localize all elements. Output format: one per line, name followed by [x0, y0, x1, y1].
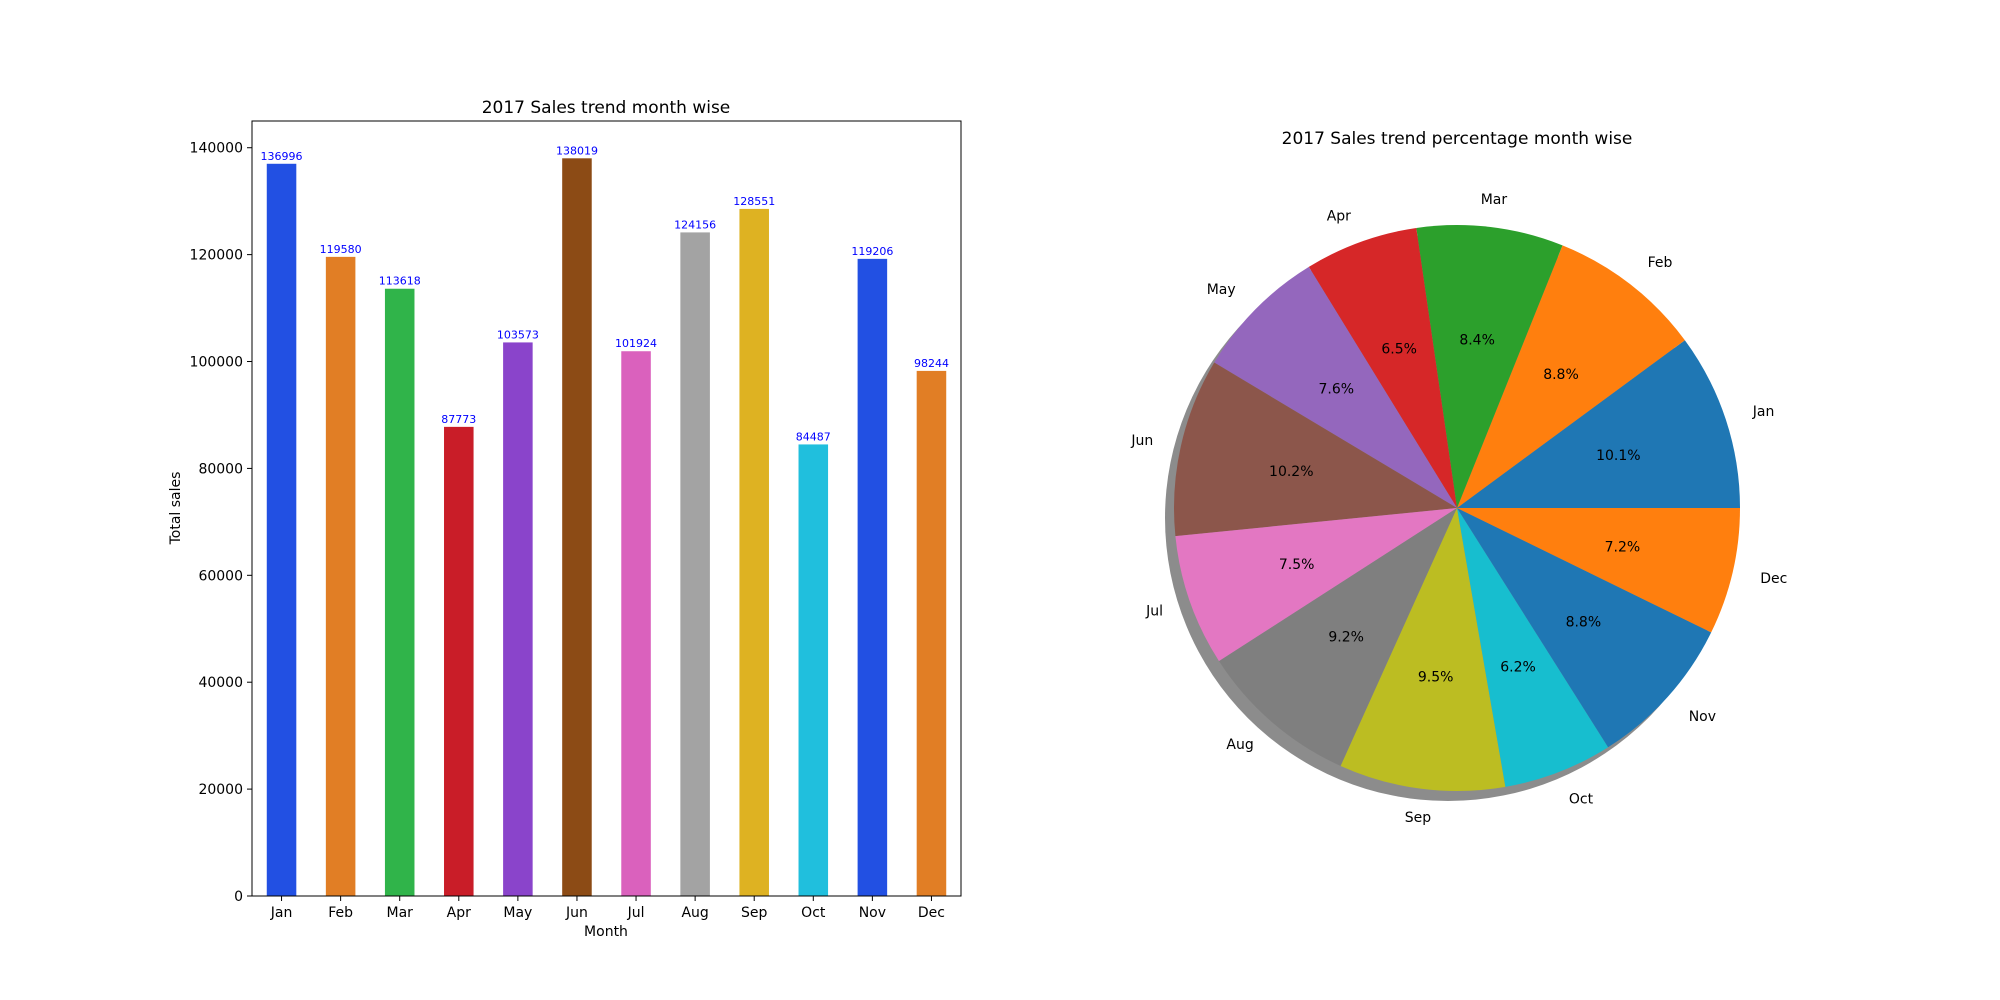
pie-slice-jul [1175, 508, 1457, 662]
bar-mar [384, 288, 415, 896]
pie-category-label: Nov [1689, 709, 1716, 725]
pie-slice-aug [1219, 508, 1457, 766]
pie-slice-feb [1457, 245, 1685, 509]
pie-slice-jan [1457, 340, 1740, 508]
y-tick-label: 80000 [198, 461, 243, 477]
pie-category-label: Feb [1648, 255, 1673, 271]
x-tick-label: Jul [627, 905, 645, 921]
pie-chart-slices [1174, 225, 1740, 791]
bar-value-label: 103573 [497, 328, 539, 341]
x-tick-label: Oct [801, 905, 826, 921]
pie-category-label: Mar [1481, 192, 1508, 208]
pie-percent-label: 7.6% [1318, 382, 1354, 398]
y-tick-label: 100000 [190, 355, 243, 371]
pie-slice-dec [1457, 508, 1740, 633]
bar-dec [916, 370, 947, 896]
pie-chart-percent-labels: 10.1% 8.8% 8.4% 6.5% 7.6% 10.2% 7.5% 9.2% 9.5% 6.… [1269, 332, 1641, 685]
pie-category-label: Sep [1405, 810, 1432, 826]
pie-category-label: Jun [1130, 433, 1153, 449]
pie-chart-title: 2017 Sales trend percentage month wise [1282, 129, 1633, 149]
pie-percent-label: 10.2% [1269, 464, 1313, 480]
pie-category-label: May [1207, 282, 1236, 298]
bar-value-label: 119580 [320, 243, 362, 256]
pie-slice-jun [1174, 362, 1457, 537]
x-tick-label: May [503, 905, 532, 921]
pie-slice-sep [1340, 508, 1506, 791]
bar-aug [680, 232, 710, 896]
bar-value-label: 119206 [851, 245, 893, 258]
pie-percent-label: 9.5% [1418, 669, 1454, 685]
y-tick-label: 20000 [198, 782, 243, 798]
pie-percent-label: 8.4% [1459, 332, 1495, 348]
bar-value-label: 124156 [674, 218, 716, 231]
pie-percent-label: 9.2% [1328, 630, 1364, 646]
bar-value-label: 87773 [441, 413, 476, 426]
pie-percent-label: 6.2% [1500, 659, 1536, 675]
bar-value-label: 128551 [733, 195, 775, 208]
pie-percent-label: 7.5% [1279, 557, 1315, 573]
pie-category-label: Jul [1145, 604, 1163, 620]
pie-category-label: Jan [1752, 404, 1775, 420]
pie-slice-nov [1457, 508, 1712, 748]
pie-chart: 2017 Sales trend percentage month wise 1… [1130, 129, 1787, 826]
pie-percent-label: 8.8% [1566, 614, 1602, 630]
pie-percent-label: 10.1% [1596, 448, 1640, 464]
bar-chart-bars [266, 158, 947, 897]
bar-value-label: 138019 [556, 144, 598, 157]
x-tick-label: Nov [859, 905, 886, 921]
pie-percent-label: 8.8% [1543, 367, 1579, 383]
y-tick-label: 40000 [198, 675, 243, 691]
x-tick-label: Jan [270, 905, 293, 921]
y-tick-label: 0 [234, 889, 243, 905]
y-tick-label: 60000 [198, 568, 243, 584]
bar-value-label: 98244 [914, 357, 949, 370]
pie-category-label: Aug [1226, 737, 1253, 753]
y-tick-label: 120000 [190, 248, 243, 264]
bar-jan [266, 163, 297, 896]
bar-apr [444, 426, 474, 896]
bar-may [503, 342, 533, 896]
pie-percent-label: 7.2% [1605, 539, 1641, 555]
bar-chart-value-labels: 136996 119580 113618 87773 103573 138019 10192… [261, 144, 949, 443]
x-tick-label: Mar [386, 905, 413, 921]
pie-slice-oct [1457, 508, 1609, 787]
pie-slice-mar [1416, 225, 1563, 508]
pie-percent-label: 6.5% [1381, 341, 1417, 357]
bar-chart-title: 2017 Sales trend month wise [482, 98, 731, 118]
bar-value-label: 101924 [615, 337, 657, 350]
bar-chart: 2017 Sales trend month wise Total sales … [168, 98, 962, 940]
pie-category-label: Oct [1569, 792, 1594, 808]
pie-category-label: Dec [1760, 571, 1787, 587]
pie-chart-category-labels: Jan Feb Mar Apr May Jun Jul Aug Sep Oct Nov Dec [1130, 192, 1787, 826]
pie-slice-apr [1308, 227, 1457, 508]
pie-slice-may [1214, 266, 1457, 508]
bar-value-label: 84487 [796, 430, 831, 443]
x-tick-label: Dec [918, 905, 945, 921]
bar-value-label: 113618 [379, 275, 421, 288]
bar-nov [857, 258, 888, 896]
x-tick-label: Feb [328, 905, 353, 921]
bar-chart-y-ticks: 0 20000 40000 60000 80000 100000 120000 140000 [190, 141, 252, 905]
x-tick-label: Sep [741, 905, 768, 921]
bar-chart-y-axis-label: Total sales [168, 472, 184, 546]
x-tick-label: Apr [447, 905, 471, 921]
pie-category-label: Apr [1327, 208, 1351, 224]
bar-value-label: 136996 [261, 150, 303, 163]
x-tick-label: Aug [681, 905, 708, 921]
bar-jul [621, 351, 651, 897]
bar-feb [325, 256, 356, 897]
bar-chart-axes-frame [251, 120, 962, 897]
x-tick-label: Jun [565, 905, 588, 921]
bar-oct [798, 444, 829, 896]
y-tick-label: 140000 [190, 141, 243, 157]
bar-jun [562, 158, 592, 896]
bar-chart-x-axis-label: Month [584, 924, 628, 940]
bar-sep [739, 208, 769, 897]
bar-chart-x-ticks: Jan Feb Mar Apr May Jun Jul Aug Sep Oct Nov Dec [270, 896, 945, 921]
